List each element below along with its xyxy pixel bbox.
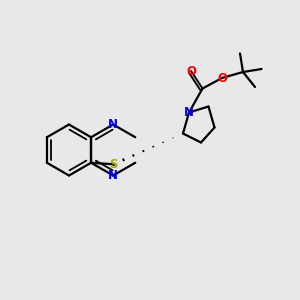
Text: O: O [186,64,196,78]
Text: S: S [109,158,118,171]
Text: N: N [184,106,194,119]
Text: N: N [108,118,118,131]
Text: N: N [108,169,118,182]
Text: O: O [217,71,227,85]
